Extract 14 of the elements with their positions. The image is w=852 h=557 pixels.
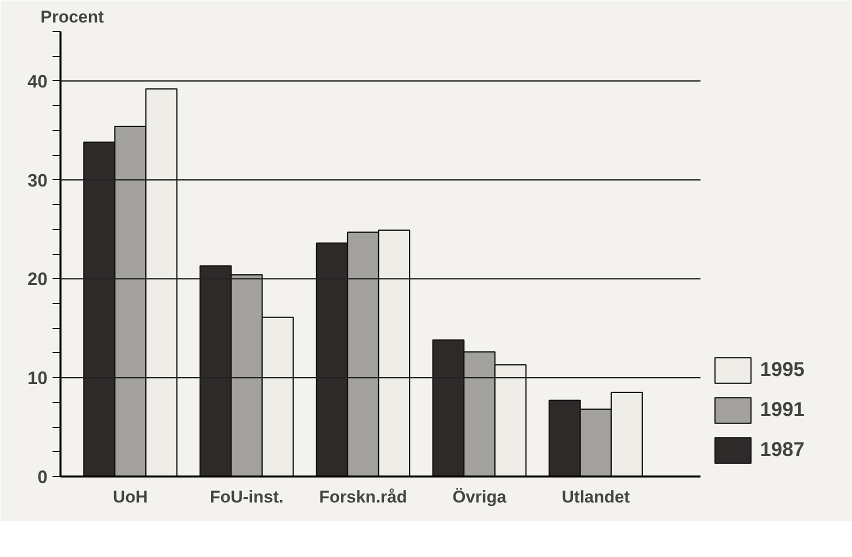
y-tick-label: 40 xyxy=(27,71,48,92)
legend-label: 1987 xyxy=(760,438,804,462)
y-axis-title: Procent xyxy=(40,8,104,26)
x-tick-label: Övriga xyxy=(452,488,507,506)
x-tick-label: UoH xyxy=(112,488,148,506)
x-tick-label: Forskn.råd xyxy=(319,488,407,506)
y-tick-label: 30 xyxy=(27,170,48,190)
y-tick-label: 0 xyxy=(37,467,48,487)
y-tick-label: 10 xyxy=(27,368,48,388)
x-tick-label: Utlandet xyxy=(562,488,630,506)
x-tick-label: FoU-inst. xyxy=(210,488,284,506)
y-tick-label: 20 xyxy=(27,269,48,290)
legend-label: 1991 xyxy=(760,398,804,422)
legend-label: 1995 xyxy=(760,358,804,382)
